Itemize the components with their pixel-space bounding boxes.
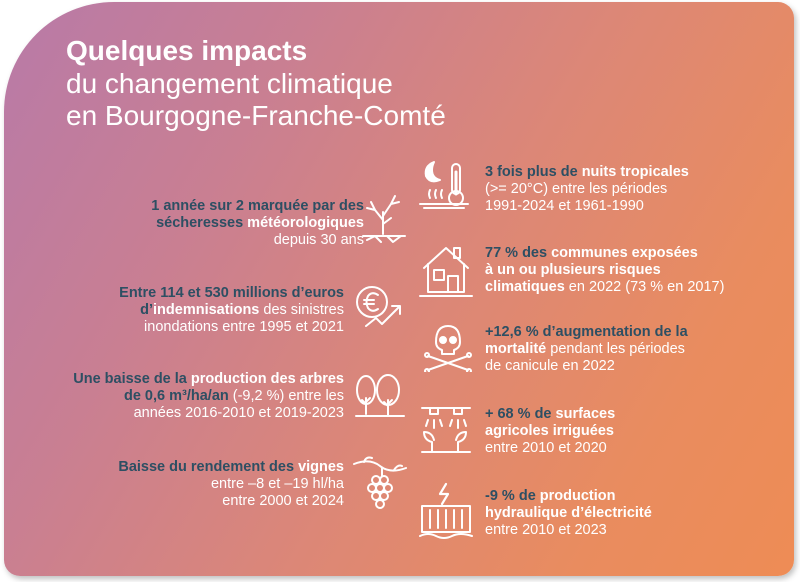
impact-nights-line1a: 3 fois plus de — [485, 164, 582, 180]
impact-vine-line1a: Baisse du rendement des — [118, 459, 299, 475]
impact-communes-line1b: communes exposées — [551, 245, 698, 261]
impact-irrigation-line2: agricoles irriguées — [485, 423, 614, 439]
impact-vine-line3: entre 2000 et 2024 — [222, 493, 344, 509]
impact-flood-line3: inondations entre 1995 et 2021 — [144, 319, 344, 335]
impact-drought-line2a: sécheresses — [156, 215, 248, 231]
impact-mortality-line2b: pendant les périodes — [546, 341, 685, 357]
drought-tree-icon — [359, 190, 409, 244]
impact-hydro-electricity: -9 % de production hydraulique d’électri… — [485, 488, 785, 539]
grape-vine-icon — [350, 454, 412, 510]
impact-flood-compensation: Entre 114 et 530 millions d’euros d’inde… — [24, 285, 344, 336]
hot-night-thermometer-icon — [416, 158, 472, 214]
impact-irrigation-line1b: surfaces — [555, 406, 616, 422]
impact-heatwave-mortality: +12,6 % d’augmentation de la mortalité p… — [485, 324, 785, 375]
impact-nights-line3: 1991-2024 et 1961-1990 — [485, 198, 644, 214]
impact-nights-line2: (>= 20°C) entre les périodes — [485, 181, 668, 197]
impact-mortality-line1: +12,6 % d’augmentation de la — [485, 324, 688, 340]
impact-mortality-line2a: mortalité — [485, 341, 547, 357]
impact-communes-line3b: en 2022 (73 % en 2017) — [564, 279, 725, 295]
impact-drought-line1: 1 année sur 2 marquée par des — [151, 198, 364, 214]
impact-irrigation-line1a: + 68 % de — [485, 406, 556, 422]
title-line-3: en Bourgogne-Franche-Comté — [66, 100, 446, 131]
impact-tree-production: Une baisse de la production des arbres d… — [24, 371, 344, 422]
impact-vine-line1b: vignes — [298, 459, 344, 475]
impact-exposed-communes: 77 % des communes exposées à un ou plusi… — [485, 245, 790, 296]
impact-flood-line1: Entre 114 et 530 millions d’euros — [119, 285, 344, 301]
impact-communes-line3a: climatiques — [485, 279, 565, 295]
impact-trees-line3: années 2016-2010 et 2019-2023 — [133, 405, 344, 421]
impact-drought-line2b: météorologiques — [247, 215, 364, 231]
impact-trees-line2b: (-9,2 %) entre les — [228, 388, 344, 404]
impact-drought-line3: depuis 30 ans — [273, 232, 364, 248]
skull-crossbones-icon — [422, 320, 474, 372]
impact-irrigation-line3: entre 2010 et 2020 — [485, 440, 607, 456]
impact-flood-line2b: indemnisations — [153, 302, 260, 318]
irrigation-sprinkler-icon — [418, 402, 474, 458]
impact-vine-yield: Baisse du rendement des vignes entre –8 … — [24, 459, 344, 510]
impact-trees-line2a: de 0,6 m³/ha/an — [123, 388, 229, 404]
hydro-dam-icon — [418, 480, 474, 540]
page-title: Quelques impacts du changement climatiqu… — [66, 34, 446, 132]
forest-trees-icon — [352, 370, 408, 422]
house-risk-icon — [418, 242, 474, 300]
impact-hydro-line2: hydraulique d’électricité — [485, 505, 652, 521]
impact-vine-line2: entre –8 et –19 hl/ha — [210, 476, 344, 492]
impact-hydro-line1a: -9 % de — [485, 488, 540, 504]
impact-communes-line2: à un ou plusieurs risques — [485, 262, 661, 278]
impact-tropical-nights: 3 fois plus de nuits tropicales (>= 20°C… — [485, 164, 785, 215]
impact-flood-line2a: d’ — [140, 302, 154, 318]
title-line-1: Quelques impacts — [66, 35, 308, 66]
impact-communes-line1a: 77 % des — [485, 245, 552, 261]
impact-drought: 1 année sur 2 marquée par des sécheresse… — [44, 198, 364, 249]
impact-trees-line1b: production des arbres — [190, 371, 344, 387]
title-line-2: du changement climatique — [66, 68, 393, 99]
impact-hydro-line1b: production — [539, 488, 616, 504]
impact-hydro-line3: entre 2010 et 2023 — [485, 522, 607, 538]
infographic-card: Quelques impacts du changement climatiqu… — [4, 2, 794, 576]
impact-flood-line2c: des sinistres — [259, 302, 344, 318]
impact-irrigated-surfaces: + 68 % de surfaces agricoles irriguées e… — [485, 406, 785, 457]
impact-nights-line1b: nuits tropicales — [581, 164, 689, 180]
impact-trees-line1a: Une baisse de la — [73, 371, 191, 387]
euro-growth-icon — [352, 280, 410, 336]
impact-mortality-line3: de canicule en 2022 — [485, 358, 615, 374]
